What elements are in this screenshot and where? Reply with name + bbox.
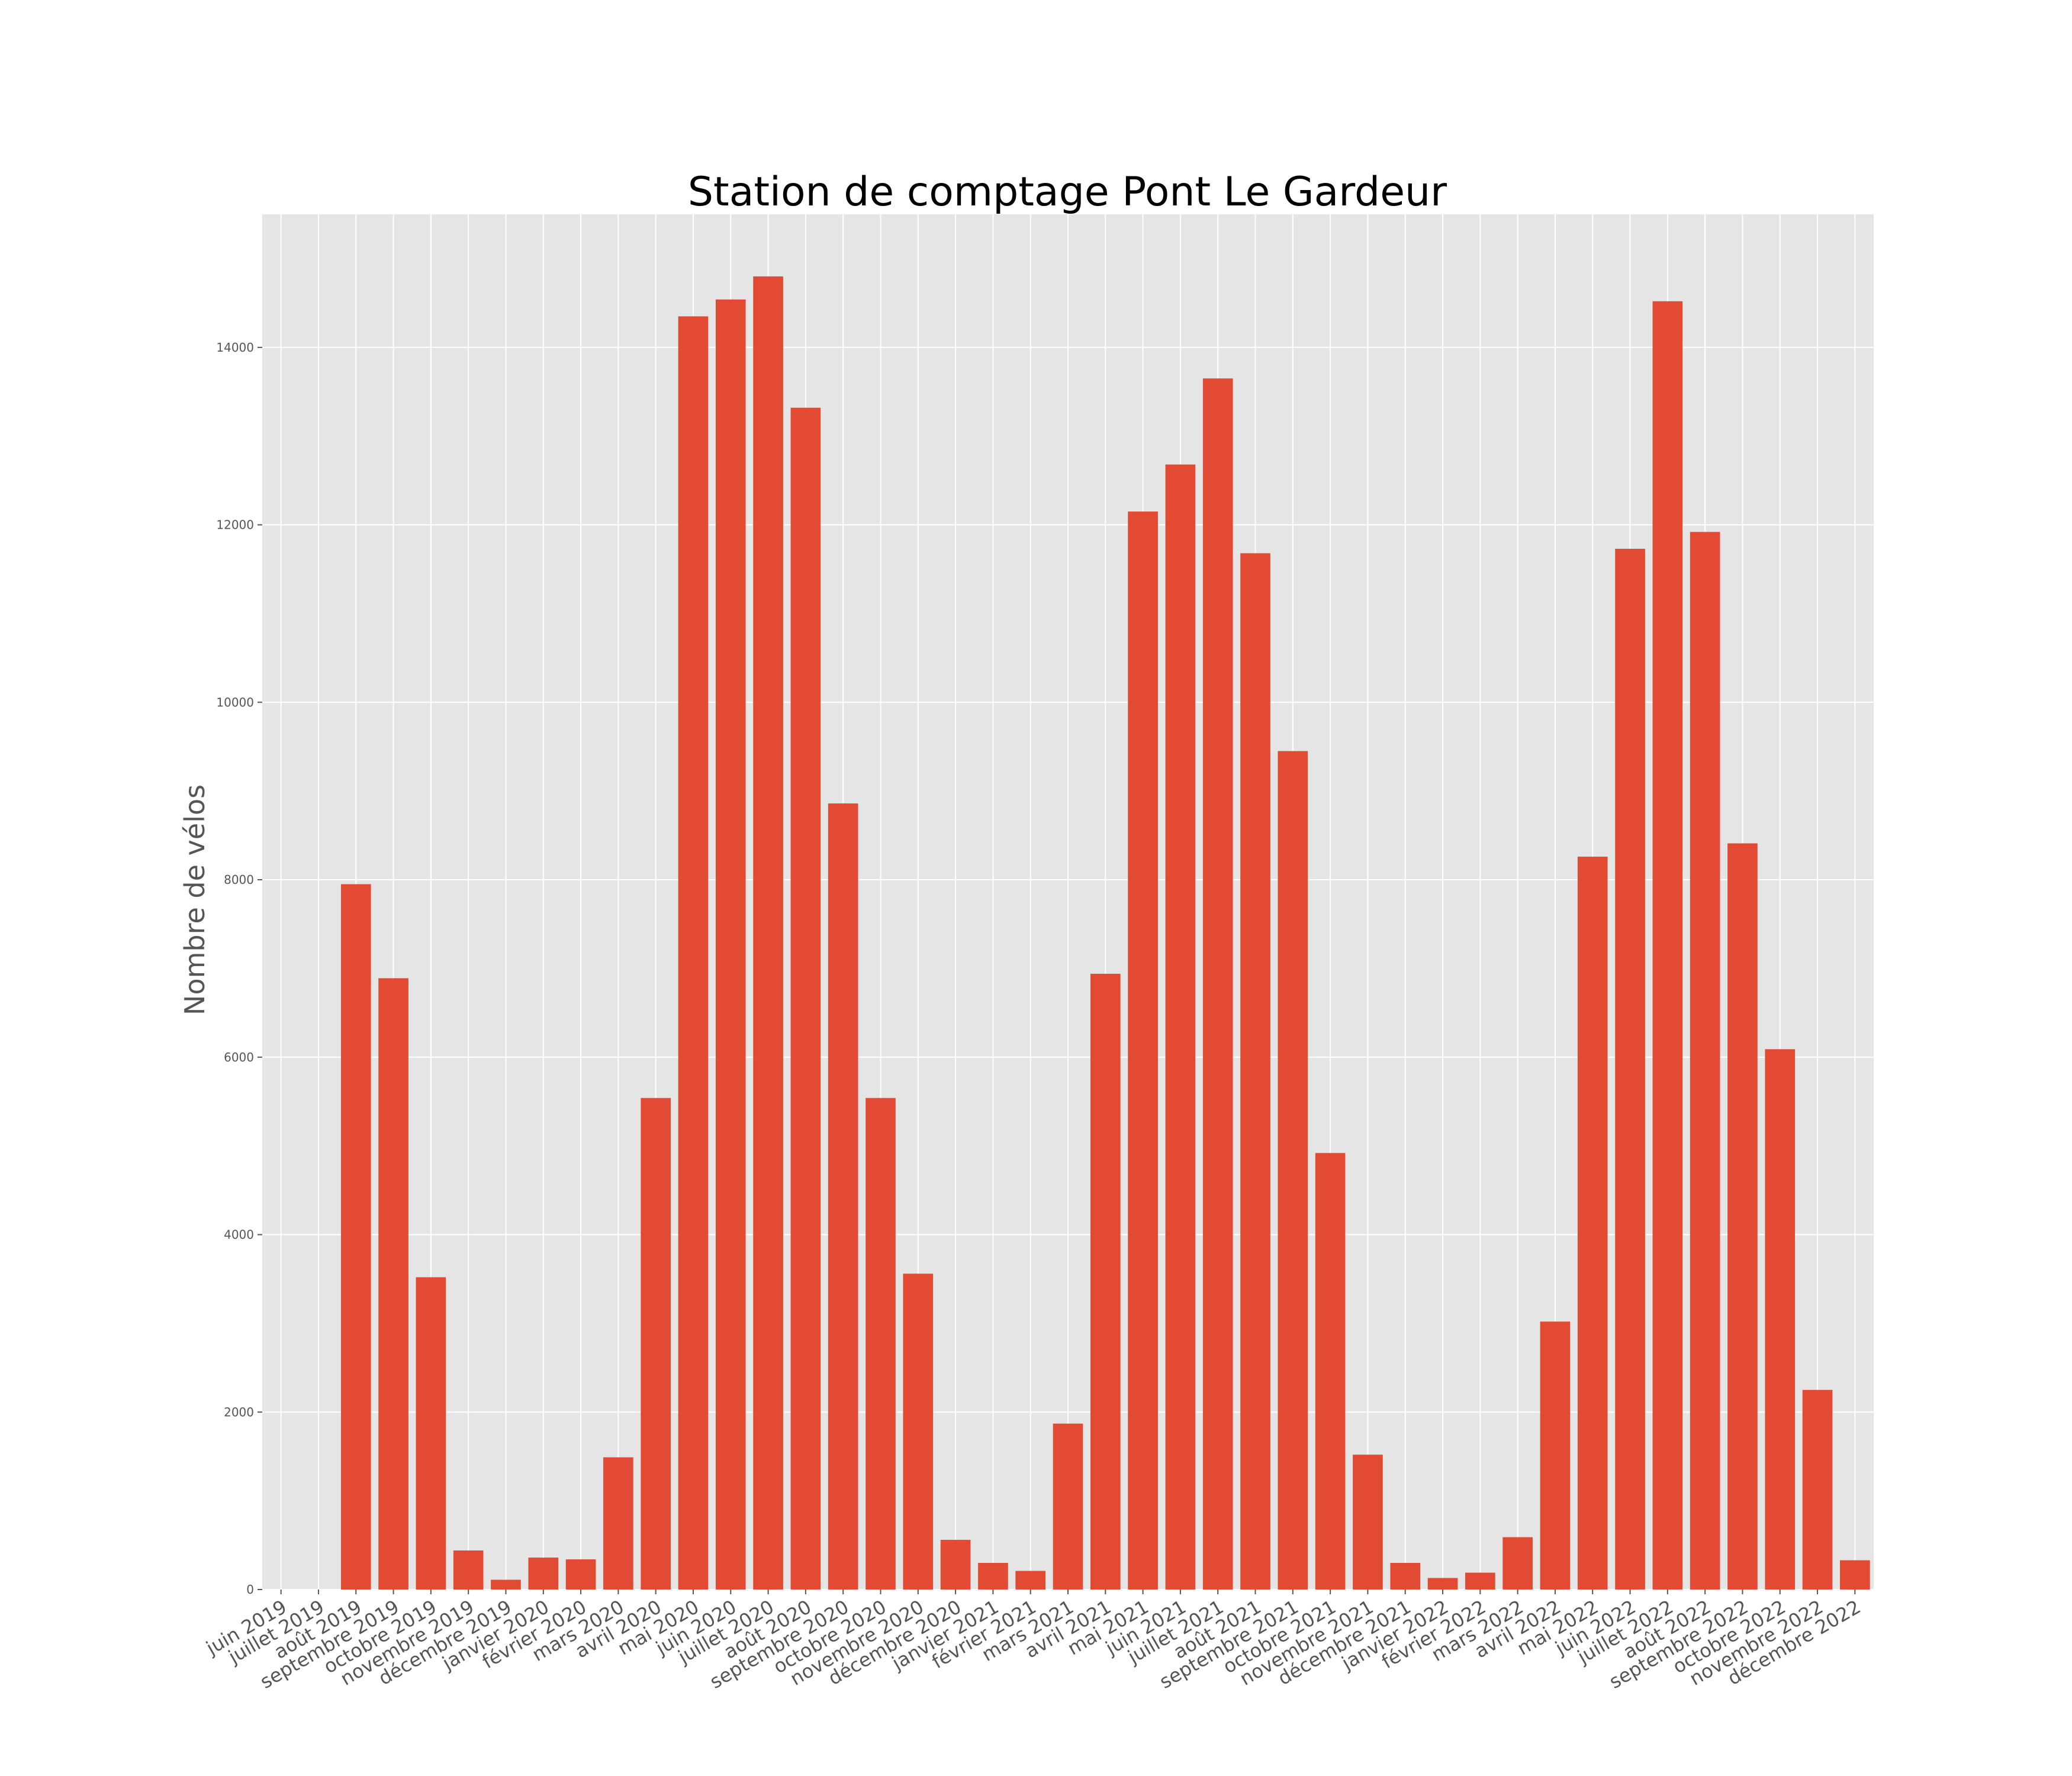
bar [641,1098,671,1590]
bar [1540,1321,1571,1590]
y-axis-label: Nombre de vélos [179,784,211,1015]
bar [1727,843,1758,1590]
bar [1165,464,1196,1590]
bar [1090,973,1121,1590]
bar [1315,1153,1346,1590]
bar [378,978,408,1590]
bar [453,1550,484,1590]
bar [491,1579,521,1590]
bar [790,407,821,1590]
bar [978,1563,1008,1590]
chart-title: Station de comptage Pont Le Gardeur [688,169,1447,215]
y-tick-label: 14000 [216,340,254,355]
bar [1765,1049,1796,1590]
bar [1465,1572,1495,1590]
bar [1390,1563,1421,1590]
bar [1840,1560,1870,1590]
bar [340,884,371,1590]
y-tick-label: 10000 [216,695,254,709]
bar [1278,751,1308,1590]
bar [1690,532,1720,1590]
bar [828,803,858,1590]
bar [903,1273,934,1590]
bar [1427,1578,1458,1590]
bar [1240,553,1270,1590]
y-tick-label: 8000 [224,873,254,887]
bar [678,316,709,1590]
y-axis-ticks: 0 2000 4000 6000 8000 10000 12000 14000 [216,340,262,1597]
bar [1615,549,1645,1590]
y-tick-label: 12000 [216,518,254,532]
bar [1353,1455,1383,1590]
bars [340,276,1870,1590]
bar [866,1098,896,1590]
y-tick-label: 4000 [224,1228,254,1242]
bar [1652,301,1683,1590]
bar [1053,1423,1083,1590]
bar [715,299,746,1590]
bar [1502,1537,1533,1590]
bar [528,1558,559,1590]
bar [565,1559,596,1590]
y-tick-label: 2000 [224,1405,254,1419]
bar [1202,378,1233,1590]
bar [1577,857,1608,1590]
bar [753,276,783,1590]
bar [1802,1389,1833,1590]
y-tick-label: 0 [246,1582,254,1597]
bar [1128,511,1158,1590]
bar [603,1457,633,1590]
bar [940,1540,971,1590]
bar [416,1277,446,1590]
y-tick-label: 6000 [224,1050,254,1064]
bar [1015,1571,1046,1590]
